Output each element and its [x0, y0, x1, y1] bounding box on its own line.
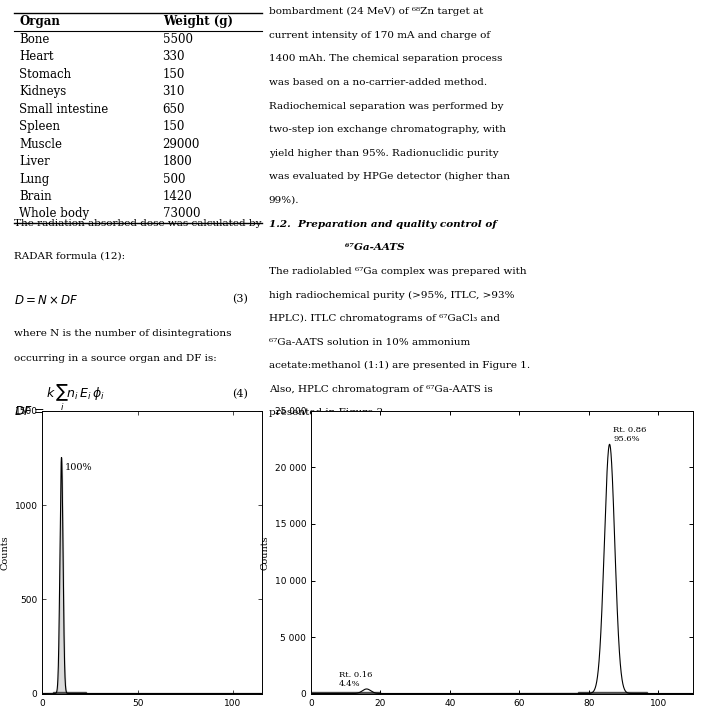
Text: (3): (3): [232, 294, 247, 304]
Text: two-step ion exchange chromatography, with: two-step ion exchange chromatography, wi…: [269, 125, 506, 134]
Text: Rt. 0.16
4.4%: Rt. 0.16 4.4%: [339, 670, 372, 688]
Text: Liver: Liver: [19, 155, 49, 168]
Text: was evaluated by HPGe detector (higher than: was evaluated by HPGe detector (higher t…: [269, 172, 510, 181]
Text: Whole body: Whole body: [19, 207, 89, 220]
Text: (4): (4): [232, 389, 247, 400]
Bar: [311, 692, 380, 694]
Text: 150: 150: [163, 68, 185, 81]
Text: was based on a no-carrier-added method.: was based on a no-carrier-added method.: [269, 78, 487, 87]
Text: $DF = \dfrac{k\,\sum_i n_i\,E_i\,\phi_i}{m}$: $DF = \dfrac{k\,\sum_i n_i\,E_i\,\phi_i}…: [14, 382, 105, 423]
Y-axis label: Counts: Counts: [0, 535, 9, 569]
Text: HPLC). ITLC chromatograms of ⁶⁷GaCl₃ and: HPLC). ITLC chromatograms of ⁶⁷GaCl₃ and: [269, 314, 500, 323]
Text: yield higher than 95%. Radionuclidic purity: yield higher than 95%. Radionuclidic pur…: [269, 149, 498, 158]
Text: 5500: 5500: [163, 33, 192, 46]
Text: Brain: Brain: [19, 190, 52, 203]
Text: 1800: 1800: [163, 155, 192, 168]
Text: Organ: Organ: [19, 16, 60, 28]
Text: 73000: 73000: [163, 207, 200, 220]
Text: Weight (g): Weight (g): [163, 16, 233, 28]
Text: RADAR formula (12):: RADAR formula (12):: [14, 251, 125, 261]
Text: ⁶⁷Ga-AATS solution in 10% ammonium: ⁶⁷Ga-AATS solution in 10% ammonium: [269, 338, 470, 347]
Text: Bone: Bone: [19, 33, 49, 46]
Text: 330: 330: [163, 50, 185, 64]
Text: 1.2.  Preparation and quality control of: 1.2. Preparation and quality control of: [269, 219, 496, 229]
Text: Lung: Lung: [19, 173, 49, 185]
Text: presented in Figure 2.: presented in Figure 2.: [269, 409, 386, 418]
Bar: [578, 692, 647, 694]
Text: Small intestine: Small intestine: [19, 103, 108, 115]
Text: Radiochemical separation was performed by: Radiochemical separation was performed b…: [269, 101, 503, 110]
Text: high radiochemical purity (>95%, ITLC, >93%: high radiochemical purity (>95%, ITLC, >…: [269, 290, 514, 299]
Text: Spleen: Spleen: [19, 120, 60, 133]
Text: $D = N \times DF$: $D = N \times DF$: [14, 294, 78, 307]
Y-axis label: Counts: Counts: [260, 535, 269, 569]
Text: 650: 650: [163, 103, 185, 115]
Text: current intensity of 170 mA and charge of: current intensity of 170 mA and charge o…: [269, 30, 490, 40]
Text: 310: 310: [163, 85, 185, 98]
Text: 99%).: 99%).: [269, 196, 299, 205]
Text: ⁶⁷Ga-AATS: ⁶⁷Ga-AATS: [345, 244, 404, 252]
Text: 100%: 100%: [65, 462, 93, 472]
Text: acetate:methanol (1:1) are presented in Figure 1.: acetate:methanol (1:1) are presented in …: [269, 361, 530, 370]
Text: 500: 500: [163, 173, 185, 185]
Bar: [54, 692, 86, 694]
Text: The radiolabled ⁶⁷Ga complex was prepared with: The radiolabled ⁶⁷Ga complex was prepare…: [269, 267, 526, 276]
Text: The radiation absorbed dose was calculated by: The radiation absorbed dose was calculat…: [14, 219, 262, 229]
Text: Stomach: Stomach: [19, 68, 71, 81]
Text: Heart: Heart: [19, 50, 54, 64]
Text: where N is the number of disintegrations: where N is the number of disintegrations: [14, 329, 232, 338]
Text: 150: 150: [163, 120, 185, 133]
Text: 1400 mAh. The chemical separation process: 1400 mAh. The chemical separation proces…: [269, 55, 502, 63]
Text: 1420: 1420: [163, 190, 192, 203]
Text: Also, HPLC chromatogram of ⁶⁷Ga-AATS is: Also, HPLC chromatogram of ⁶⁷Ga-AATS is: [269, 385, 492, 394]
Text: 29000: 29000: [163, 137, 200, 151]
Text: bombardment (24 MeV) of ⁶⁸Zn target at: bombardment (24 MeV) of ⁶⁸Zn target at: [269, 7, 483, 16]
Text: Muscle: Muscle: [19, 137, 62, 151]
Text: occurring in a source organ and DF is:: occurring in a source organ and DF is:: [14, 354, 217, 363]
Text: Rt. 0.86
95.6%: Rt. 0.86 95.6%: [613, 426, 646, 443]
Text: Kidneys: Kidneys: [19, 85, 66, 98]
